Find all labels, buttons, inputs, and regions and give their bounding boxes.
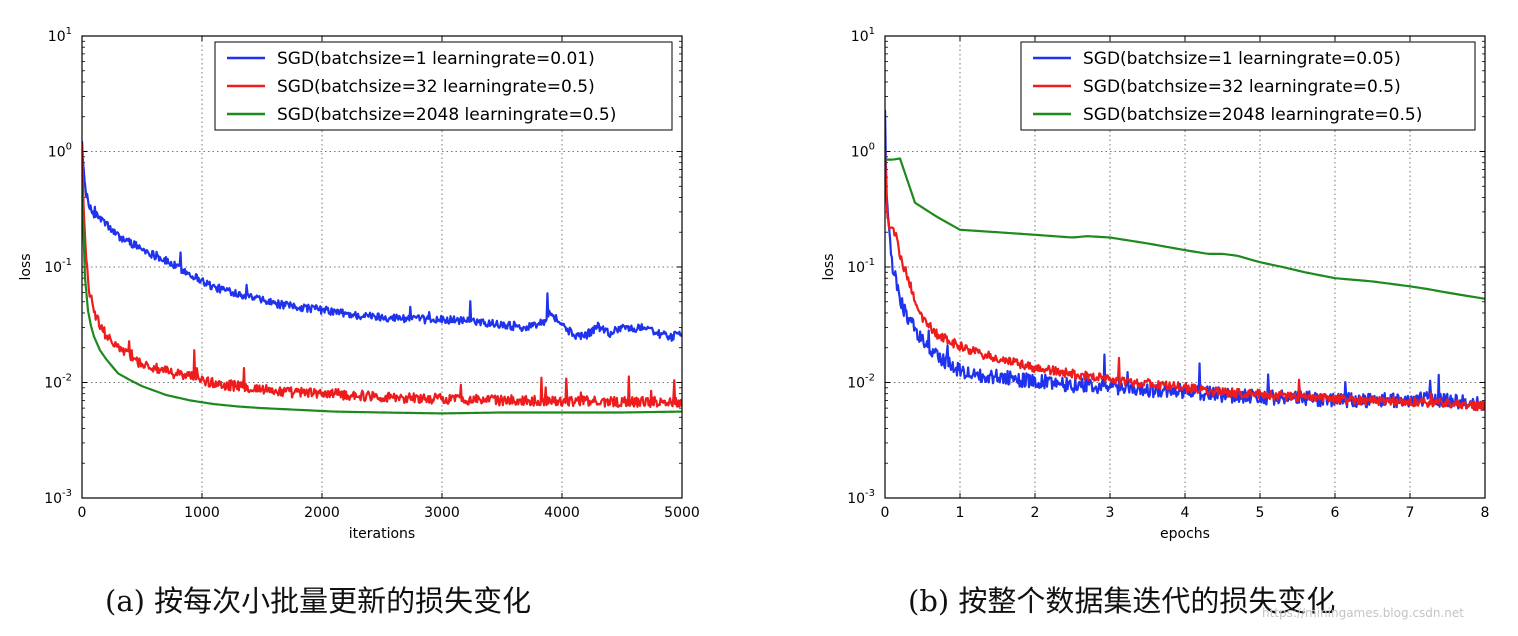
x-tick-label: 2 xyxy=(1031,505,1040,521)
x-tick-label: 1 xyxy=(956,505,965,521)
legend-label-1: SGD(batchsize=32 learningrate=0.5) xyxy=(1083,77,1401,97)
y-tick-label: 10-3 xyxy=(44,488,72,507)
legend-label-0: SGD(batchsize=1 learningrate=0.01) xyxy=(277,49,595,69)
y-tick-label: 101 xyxy=(851,26,875,45)
plot-frame xyxy=(884,35,1486,499)
x-tick-label: 6 xyxy=(1331,505,1340,521)
y-axis-label: loss xyxy=(18,253,34,280)
x-axis-label: iterations xyxy=(349,526,415,542)
y-axis-label: loss xyxy=(821,253,837,280)
y-tick-label: 100 xyxy=(851,142,875,161)
series-line-1 xyxy=(885,149,1485,412)
legend-label-2: SGD(batchsize=2048 learningrate=0.5) xyxy=(277,105,616,125)
x-tick-label: 8 xyxy=(1481,505,1490,521)
legend-box xyxy=(1020,41,1476,131)
x-tick-label: 3 xyxy=(1106,505,1115,521)
legend-label-0: SGD(batchsize=1 learningrate=0.05) xyxy=(1083,49,1401,69)
x-tick-label: 0 xyxy=(78,505,87,521)
caption-b: (b) 按整个数据集迭代的损失变化 xyxy=(908,584,1336,618)
series-line-0 xyxy=(82,140,682,342)
x-tick-label: 1000 xyxy=(184,505,220,521)
series-line-2 xyxy=(885,157,1485,300)
legend-label-1: SGD(batchsize=32 learningrate=0.5) xyxy=(277,77,595,97)
series-line-2 xyxy=(82,186,682,415)
x-tick-label: 3000 xyxy=(424,505,460,521)
caption-a: (a) 按每次小批量更新的损失变化 xyxy=(105,584,532,618)
watermark: https://miningames.blog.csdn.net xyxy=(1262,606,1464,620)
x-tick-label: 0 xyxy=(881,505,890,521)
legend-box xyxy=(214,41,673,131)
series-line-1 xyxy=(82,143,682,408)
chart-panel-a: 0 1000 2000 3000 4000 5000 101 100 10-1 10-2 10-3 i… xyxy=(18,26,700,542)
y-tick-label: 100 xyxy=(48,142,72,161)
y-tick-label: 10-1 xyxy=(44,257,72,276)
y-tick-label: 10-3 xyxy=(847,488,875,507)
x-tick-label: 4 xyxy=(1181,505,1190,521)
legend-label-2: SGD(batchsize=2048 learningrate=0.5) xyxy=(1083,105,1422,125)
x-tick-label: 5000 xyxy=(664,505,700,521)
chart-panel-b: 0 1 2 3 4 5 6 7 8 101 100 10-1 10-2 10-3 epochs loss SGD… xyxy=(821,26,1489,542)
x-tick-label: 5 xyxy=(1256,505,1265,521)
y-tick-label: 10-1 xyxy=(847,257,875,276)
x-tick-label: 7 xyxy=(1406,505,1415,521)
x-axis-label: epochs xyxy=(1160,526,1210,542)
y-tick-label: 10-2 xyxy=(847,373,875,392)
x-tick-label: 4000 xyxy=(544,505,580,521)
y-tick-label: 101 xyxy=(48,26,72,45)
series-line-0 xyxy=(885,109,1485,411)
y-tick-label: 10-2 xyxy=(44,373,72,392)
plot-frame xyxy=(81,35,683,499)
x-tick-label: 2000 xyxy=(304,505,340,521)
